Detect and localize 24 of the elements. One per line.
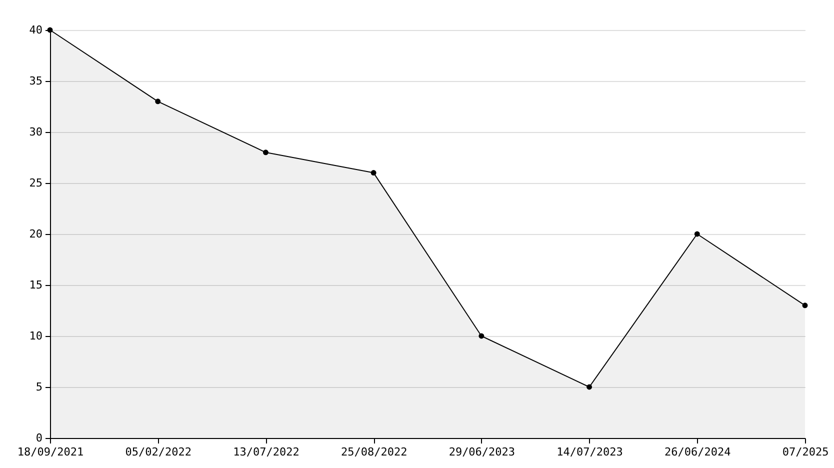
x-tick-label: 07/2025 [782,446,829,458]
x-tick-label: 26/06/2024 [664,446,732,458]
y-tick-label: 15 [29,278,42,292]
y-tick-label: 35 [29,74,42,88]
y-tick-label: 10 [29,330,42,342]
y-tick-label: 20 [29,228,42,240]
point [478,333,484,339]
point [694,231,700,237]
x-tick-label: 05/02/2022 [125,446,192,458]
x-tick-label: 29/06/2023 [448,446,516,458]
x-tick-label: 14/07/2023 [556,446,623,458]
y-tick-label: 30 [29,126,42,138]
point [155,98,161,104]
point [370,170,376,176]
x-tick-label: 18/09/2021 [17,446,84,458]
point [586,384,592,390]
y-tick-label: 25 [29,176,42,190]
y-tick-label: 0 [36,432,42,444]
x-tick-label: 25/08/2022 [340,446,408,458]
y-tick-label: 40 [29,24,42,36]
point [802,302,808,308]
x-tick-label: 13/07/2022 [233,446,300,458]
point [262,150,268,156]
y-tick-label: 5 [36,380,42,394]
